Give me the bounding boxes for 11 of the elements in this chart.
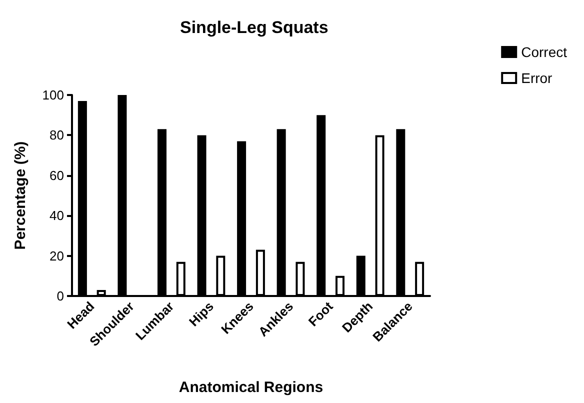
y-tick-label: 20	[50, 248, 64, 264]
y-tick-label: 0	[56, 288, 64, 304]
y-tick-label: 60	[50, 168, 64, 183]
legend-label: Error	[521, 70, 553, 86]
y-tick-label: 40	[50, 208, 64, 224]
legend-label: Correct	[521, 44, 568, 60]
y-axis-title: Percentage (%)	[12, 141, 29, 250]
y-tick-label: 100	[42, 88, 64, 102]
x-axis-title: Anatomical Regions	[178, 379, 324, 396]
chart-title: Single-Leg Squats	[180, 18, 328, 37]
y-tick-label: 80	[50, 128, 64, 143]
